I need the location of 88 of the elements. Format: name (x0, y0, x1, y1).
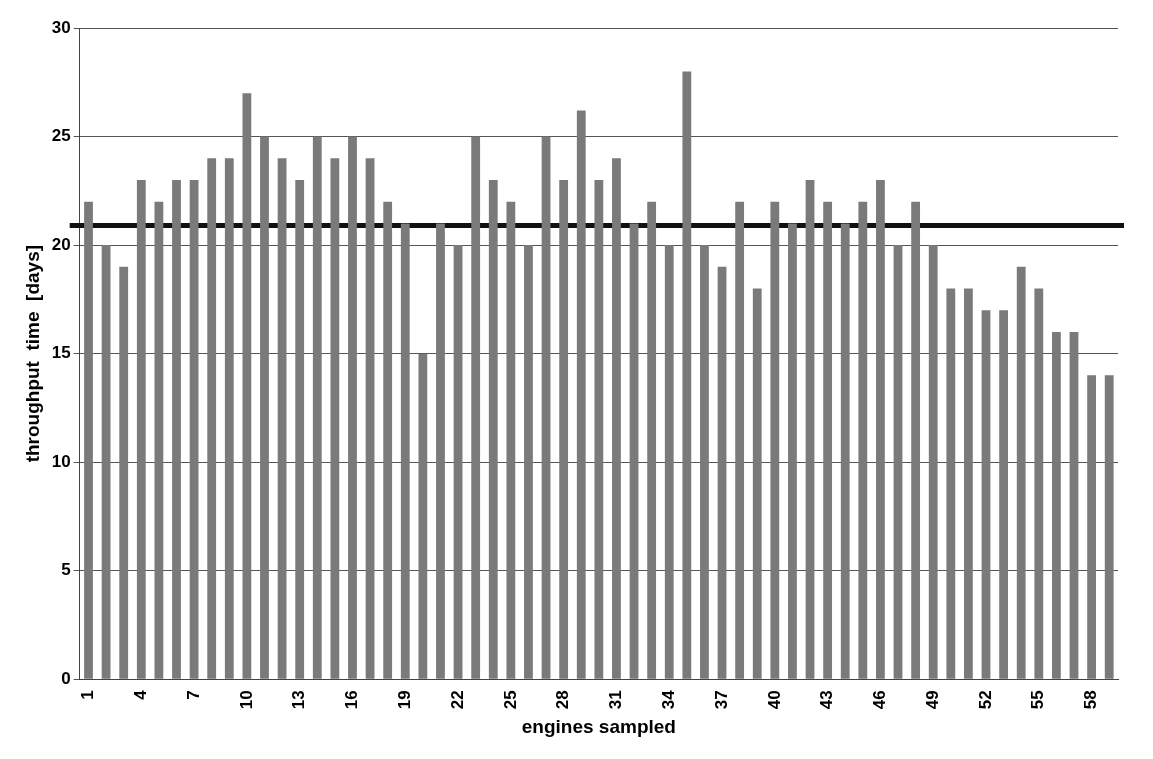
bar (876, 179, 885, 679)
y-tick-label: 25 (51, 126, 71, 146)
bar (119, 266, 129, 679)
bar (612, 158, 621, 679)
bar (964, 288, 973, 679)
bar (1034, 288, 1044, 679)
bar (348, 136, 357, 679)
y-tick-label: 5 (61, 560, 71, 580)
x-tick-label: 49 (922, 690, 942, 710)
bar (700, 245, 709, 679)
x-tick-label: 1 (78, 690, 98, 700)
bar (629, 223, 639, 679)
bar (260, 136, 269, 679)
bar (805, 179, 815, 679)
x-tick-label: 46 (870, 690, 890, 710)
bar (418, 353, 428, 679)
x-tick-label: 31 (606, 690, 626, 710)
bar (823, 201, 833, 679)
bar (770, 201, 780, 679)
bar (207, 158, 217, 679)
bar (717, 266, 727, 679)
bar (946, 288, 956, 679)
bar (295, 179, 305, 679)
bar (1104, 375, 1114, 679)
bar (788, 223, 797, 679)
bar (524, 245, 533, 679)
bar (911, 201, 921, 679)
x-tick-label: 16 (342, 690, 362, 710)
bar (981, 310, 991, 679)
y-tick-label: 0 (61, 668, 71, 688)
x-tick-label: 4 (130, 689, 150, 700)
bar (840, 223, 850, 679)
x-tick-label: 52 (975, 690, 995, 710)
bar (506, 201, 516, 679)
bar (488, 179, 498, 679)
x-tick-label: 43 (817, 690, 837, 710)
x-tick-label: 13 (289, 690, 309, 710)
bar (1016, 266, 1026, 679)
bar (647, 201, 657, 679)
bar (365, 158, 375, 679)
y-tick-label: 15 (51, 343, 71, 363)
x-tick-label: 34 (658, 689, 678, 710)
x-tick-label: 7 (183, 690, 203, 700)
x-tick-label: 19 (394, 690, 414, 710)
bar (189, 179, 199, 679)
x-tick-label: 25 (500, 690, 520, 710)
y-axis-title: throughput time [days] (21, 244, 43, 463)
bar (277, 158, 287, 679)
x-tick-label: 55 (1028, 690, 1048, 710)
x-tick-label: 22 (447, 690, 467, 710)
x-tick-label: 28 (553, 690, 573, 710)
x-axis-title: engines sampled (521, 715, 676, 737)
bar (541, 136, 551, 679)
bar (999, 310, 1009, 679)
x-tick-label: 58 (1081, 690, 1101, 710)
bar (471, 136, 481, 679)
x-tick-label: 40 (764, 690, 784, 710)
y-tick-label: 30 (51, 17, 71, 37)
bar (559, 179, 569, 679)
bar (400, 223, 410, 679)
bar (383, 201, 393, 679)
bar (735, 201, 745, 679)
bar (436, 223, 445, 679)
y-tick-label: 10 (51, 451, 71, 471)
bar (312, 136, 322, 679)
bar (224, 158, 234, 679)
bar (172, 179, 181, 679)
bar (154, 201, 164, 679)
bar (84, 201, 93, 679)
bar (330, 158, 340, 679)
bar (682, 71, 692, 679)
bar (858, 201, 868, 679)
bar (928, 245, 938, 679)
bar (1087, 375, 1096, 679)
bar (752, 288, 762, 679)
bar (1052, 331, 1061, 679)
bar (576, 110, 586, 679)
bar (136, 179, 146, 679)
x-tick-label: 37 (711, 690, 731, 710)
bar (242, 93, 252, 679)
bar (1069, 331, 1079, 679)
bar (101, 245, 111, 679)
x-tick-label: 10 (236, 690, 256, 710)
bar (893, 245, 903, 679)
bar (664, 245, 674, 679)
bar (594, 179, 604, 679)
bar (453, 245, 463, 679)
y-tick-label: 20 (51, 234, 71, 254)
